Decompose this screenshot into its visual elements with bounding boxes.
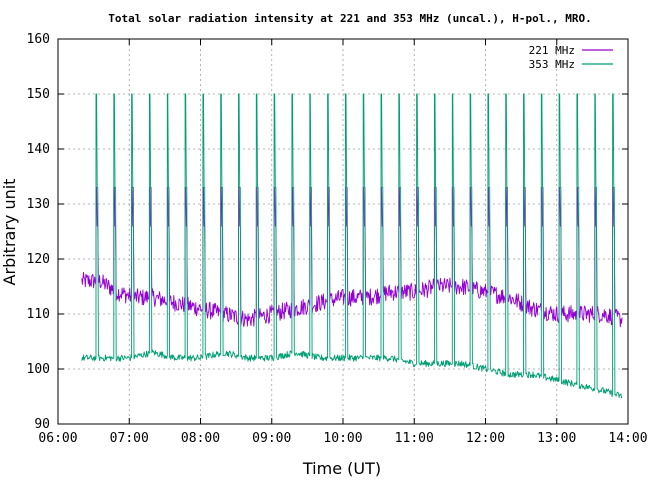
y-tick-label: 140 (27, 142, 50, 157)
x-tick-label: 06:00 (38, 431, 77, 446)
x-tick-label: 12:00 (466, 431, 505, 446)
y-tick-label: 130 (27, 197, 50, 212)
y-tick-label: 110 (27, 307, 50, 322)
plot-border (57, 38, 629, 425)
y-tick-label: 160 (27, 32, 50, 47)
y-tick-label: 150 (27, 87, 50, 102)
series-line-221mhz (81, 187, 623, 328)
y-tick-label: 120 (27, 252, 50, 267)
x-tick-label: 13:00 (537, 431, 576, 446)
chart-title: Total solar radiation intensity at 221 a… (108, 12, 591, 25)
legend-label-353mhz: 353 MHz (529, 58, 575, 71)
x-tick-label: 11:00 (395, 431, 434, 446)
x-tick-label: 09:00 (252, 431, 291, 446)
x-axis-label: Time (UT) (302, 459, 381, 478)
x-tick-label: 14:00 (608, 431, 647, 446)
y-tick-label: 100 (27, 362, 50, 377)
x-tick-label: 10:00 (323, 431, 362, 446)
series-line-353mhz (81, 93, 623, 399)
legend-label-221mhz: 221 MHz (529, 44, 575, 57)
ticks: 06:00 07:00 08:00 09:00 10:00 11:00 12:00 13:00… (27, 32, 648, 446)
y-tick-label: 90 (34, 417, 50, 432)
x-tick-label: 08:00 (181, 431, 220, 446)
y-axis-label: Arbitrary unit (0, 179, 19, 286)
grid (58, 39, 628, 424)
x-tick-label: 07:00 (110, 431, 149, 446)
series-layer (81, 93, 623, 399)
